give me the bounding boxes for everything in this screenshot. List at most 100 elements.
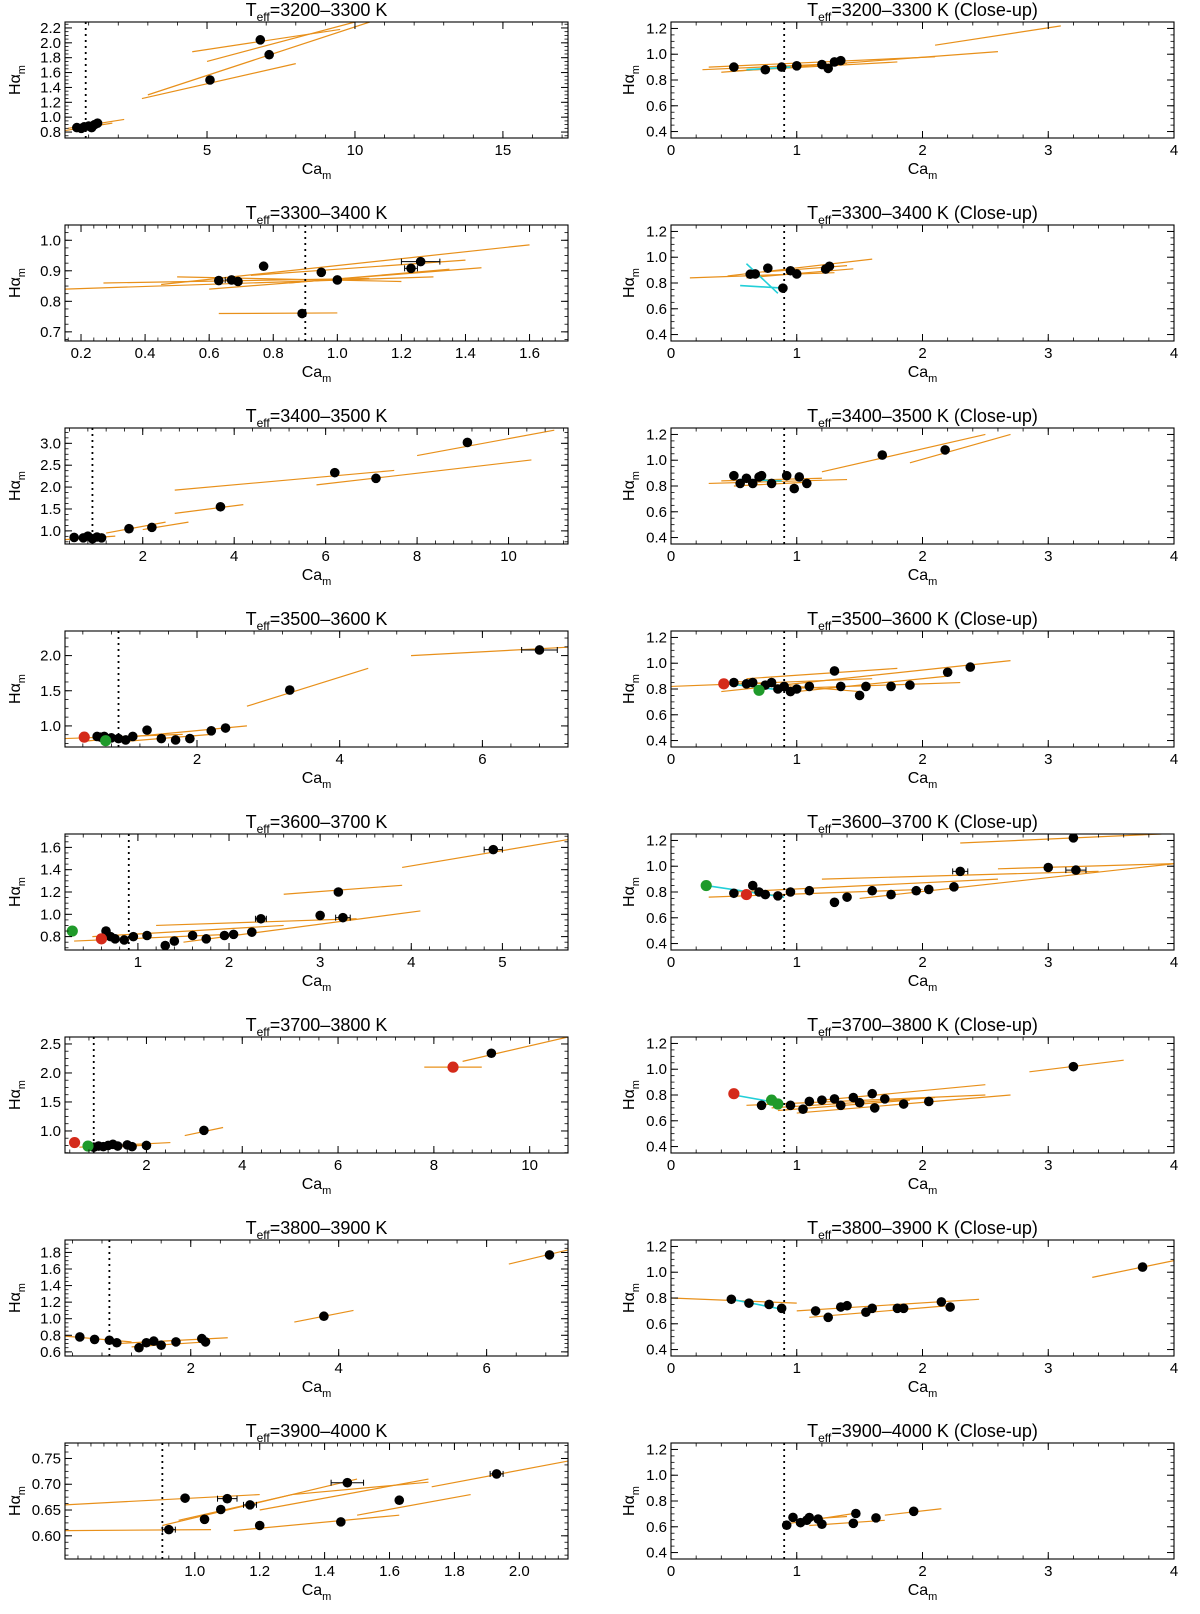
y-tick-label: 1.2 [40, 884, 61, 901]
data-point [488, 844, 499, 855]
y-axis-label: Hαm [7, 877, 28, 907]
y-tick-label: 0.6 [40, 1344, 61, 1361]
data-point-red [447, 1061, 459, 1073]
y-tick-label: 2.0 [40, 1065, 61, 1082]
y-tick-label: 1.2 [646, 426, 667, 443]
x-axis-label: Cam [908, 1176, 938, 1197]
chart-panel-7: Teff=3500–3600 K 2 4 6 1.0 1.5 2.0 Cam Hαm [7, 609, 569, 791]
data-point [180, 1493, 190, 1503]
axes-frame [64, 1442, 569, 1560]
data-point-red [68, 1136, 81, 1149]
fit-line [156, 918, 357, 927]
y-tick-label: 1.5 [40, 1094, 61, 1111]
y-tick-label: 1.2 [40, 1294, 61, 1311]
data-point [763, 263, 773, 273]
data-point [804, 681, 815, 692]
y-tick-label: 1.0 [646, 452, 667, 469]
fit-line [174, 504, 244, 514]
y-axis-label: Hαm [7, 471, 28, 501]
data-point [206, 726, 217, 736]
y-tick-label: 0.70 [32, 1476, 61, 1493]
data-point [798, 1104, 808, 1114]
y-tick-label: 0.8 [646, 275, 667, 292]
data-point [817, 1095, 827, 1105]
x-tick-label: 1.4 [455, 345, 476, 362]
data-point [905, 680, 915, 690]
data-point [245, 1500, 255, 1510]
y-tick-label: 0.8 [646, 1493, 667, 1510]
y-tick-label: 0.4 [646, 530, 667, 547]
chart-panel-2: Teff=3200–3300 K (Close-up) 0 1 2 3 4 0.4 0.6 0.… [621, 0, 1178, 182]
data-point [142, 930, 152, 941]
data-point [486, 1048, 497, 1059]
x-axis-label: Cam [302, 1379, 332, 1400]
data-point [200, 1337, 211, 1347]
data-point [170, 735, 181, 745]
data-point [164, 1524, 174, 1535]
data-point [756, 470, 767, 481]
data-point [74, 1332, 85, 1342]
x-axis-label: Cam [908, 1582, 938, 1603]
y-tick-label: 1.0 [646, 46, 667, 63]
data-point [877, 450, 888, 460]
data-point [789, 483, 800, 494]
data-point [729, 677, 739, 688]
data-point [315, 910, 325, 921]
data-point [394, 1495, 405, 1506]
x-axis-label: Cam [302, 364, 332, 385]
y-tick-label: 1.0 [646, 1264, 667, 1281]
y-tick-label: 0.6 [646, 1113, 667, 1130]
data-point [835, 1100, 846, 1111]
y-tick-label: 2.2 [40, 20, 61, 37]
data-point [228, 929, 239, 940]
data-point [104, 1335, 115, 1346]
y-tick-label: 1.0 [646, 1467, 667, 1484]
x-tick-label: 2 [139, 548, 147, 565]
y-tick-label: 0.8 [646, 1087, 667, 1104]
fit-line [65, 1529, 212, 1532]
data-point [940, 445, 950, 455]
data-point [147, 522, 157, 533]
plot-area [65, 225, 530, 341]
x-tick-label: 10 [347, 142, 364, 159]
x-tick-label: 4 [335, 1360, 343, 1377]
x-tick-label: 3 [1044, 954, 1052, 971]
fit-line [206, 22, 356, 62]
x-tick-label: 6 [478, 751, 486, 768]
x-tick-label: 0 [667, 548, 675, 565]
x-tick-label: 1 [793, 1360, 801, 1377]
data-point [949, 882, 959, 892]
data-point [804, 1096, 815, 1107]
data-point [848, 1518, 859, 1529]
data-point [69, 532, 79, 543]
y-tick-label: 0.8 [646, 1290, 667, 1307]
y-axis-label: Hαm [7, 1283, 28, 1313]
y-tick-label: 2.0 [40, 479, 61, 496]
data-point [124, 523, 134, 534]
data-point [776, 62, 787, 72]
y-tick-label: 1.4 [40, 862, 61, 879]
data-point [810, 1306, 821, 1316]
y-tick-label: 0.8 [40, 124, 61, 141]
chart-panel-1: Teff=3200–3300 K5 10 150.81.01.21.41.61.82… [7, 0, 569, 182]
x-tick-label: 1.6 [519, 345, 540, 362]
y-tick-label: 0.65 [32, 1502, 61, 1519]
data-point-red [95, 933, 108, 945]
chart-panel-6: Teff=3400–3500 K (Close-up) 0 1 2 3 4 0.4 0.6 0.… [621, 406, 1178, 588]
data-point [776, 1303, 787, 1314]
y-tick-label: 0.8 [646, 884, 667, 901]
data-point [817, 1519, 827, 1529]
y-tick-label: 1.2 [40, 94, 61, 111]
y-tick-label: 0.4 [646, 1545, 667, 1562]
data-point [215, 1504, 226, 1515]
fit-line [106, 521, 166, 534]
data-point-red [718, 678, 730, 690]
y-tick-label: 0.6 [646, 301, 667, 318]
data-point [255, 35, 266, 45]
chart-panel-13: Teff=3800–3900 K 2 4 6 0.60.81.01.21.41.61.8… [7, 1218, 569, 1400]
data-point [835, 681, 846, 692]
chart-panel-16: Teff=3900–4000 K (Close-up) 0 1 2 3 4 0.4 0.6 0.… [621, 1421, 1178, 1603]
chart-title: Teff=3900–4000 K (Close-up) [807, 1421, 1038, 1445]
y-tick-label: 0.6 [646, 910, 667, 927]
y-tick-label: 0.6 [646, 504, 667, 521]
